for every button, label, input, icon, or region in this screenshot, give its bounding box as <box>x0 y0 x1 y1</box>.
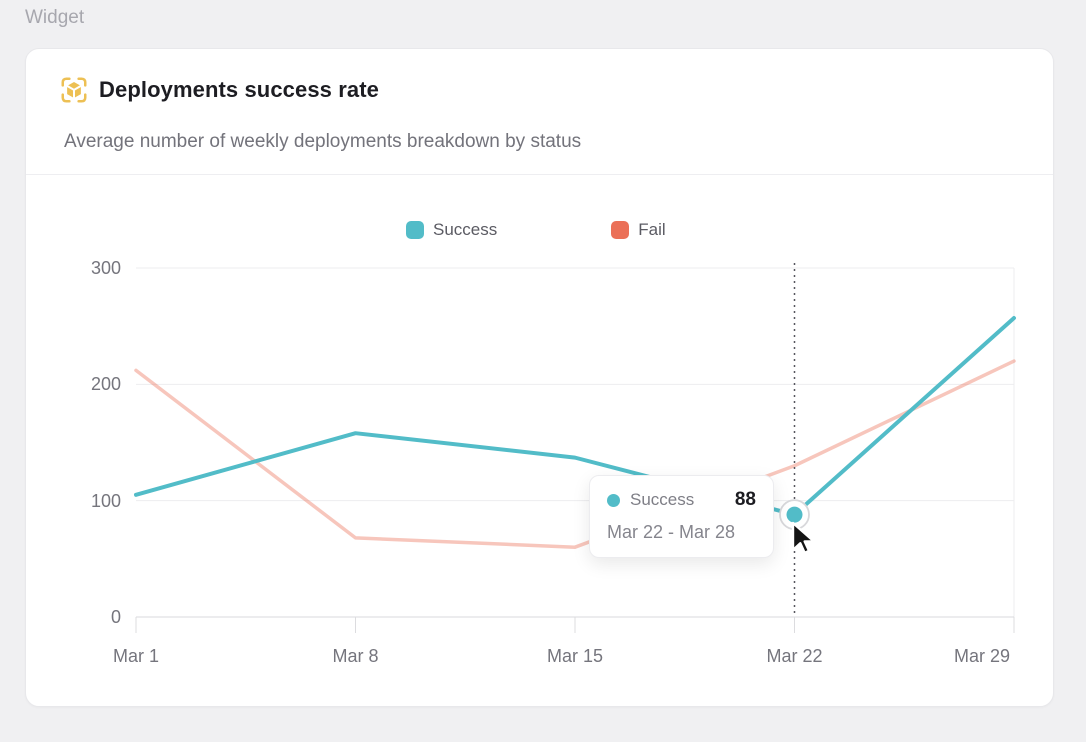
deployment-package-icon <box>61 77 87 103</box>
tooltip-period: Mar 22 - Mar 28 <box>607 522 736 542</box>
tooltip-series-dot-icon <box>607 493 620 507</box>
x-tick-label: Mar 29 <box>954 646 1010 666</box>
widget-header: Deployments success rate Average number … <box>26 49 1053 175</box>
series-line-success[interactable] <box>134 316 1016 517</box>
x-tick-label: Mar 1 <box>113 646 159 666</box>
success-swatch-icon <box>406 221 424 239</box>
chart-canvas[interactable]: 300 200 100 0 Mar 1 Mar 8 Mar 15 Mar 22 … <box>26 175 1055 706</box>
x-tick-label: Mar 22 <box>766 646 822 666</box>
x-tick-label: Mar 15 <box>547 646 603 666</box>
legend-item-success[interactable]: Success <box>406 220 497 240</box>
widget-card: Deployments success rate Average number … <box>25 48 1054 707</box>
x-tick-label: Mar 8 <box>332 646 378 666</box>
widget-subtitle: Average number of weekly deployments bre… <box>64 131 582 152</box>
legend-label-fail: Fail <box>638 220 666 239</box>
y-tick-label: 0 <box>111 607 121 627</box>
x-axis-labels: Mar 1 Mar 8 Mar 15 Mar 22 Mar 29 <box>113 646 1010 666</box>
y-tick-label: 300 <box>91 258 121 278</box>
tooltip-value: 88 <box>734 489 756 510</box>
series-line-fail[interactable] <box>134 359 1016 549</box>
hover-point[interactable] <box>786 506 803 523</box>
legend-item-fail[interactable]: Fail <box>611 220 666 240</box>
x-axis-ticks <box>135 617 1015 633</box>
gridlines <box>136 267 1014 502</box>
tooltip-series-name: Success <box>630 490 695 509</box>
y-tick-label: 200 <box>91 374 121 394</box>
widget-title: Deployments success rate <box>99 77 379 102</box>
chart-tooltip: Success 88 Mar 22 - Mar 28 <box>589 475 774 558</box>
section-label: Widget <box>25 7 85 28</box>
mouse-cursor-icon <box>791 521 816 554</box>
y-axis-labels: 300 200 100 0 <box>91 258 121 627</box>
chart-area: Success Fail 300 200 100 0 Mar 1 Mar 8 M… <box>26 175 1053 706</box>
chart-legend: Success Fail <box>406 220 666 240</box>
fail-swatch-icon <box>611 221 630 239</box>
series-lines <box>134 316 1016 549</box>
y-tick-label: 100 <box>91 491 121 511</box>
legend-label-success: Success <box>433 220 498 239</box>
